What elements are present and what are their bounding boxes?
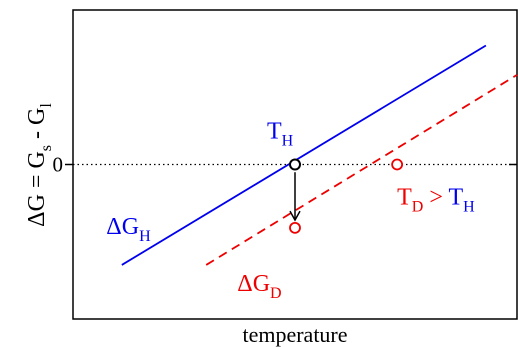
series-label-delta-g-h-sub: H [139, 228, 151, 245]
annotation-t-h-sub: H [282, 133, 294, 150]
annotation-t-d-sub: D [412, 199, 424, 216]
series-label-delta-g-d-base: ΔG [237, 271, 270, 297]
y-axis-label-sub-l: l [38, 103, 55, 108]
series-label-delta-g-h-base: ΔG [106, 214, 139, 240]
annotation-t-h: TH [267, 119, 294, 150]
y-tick-label: 0 [53, 153, 64, 177]
x-axis-label: temperature [242, 322, 347, 347]
annotation-t-h-sub-2: H [463, 199, 475, 216]
annotation-t-d-gt-t-h: TD > TH [397, 185, 475, 216]
y-axis-label-mid: - G [24, 108, 50, 145]
y-axis-label-sub-s: s [38, 145, 55, 151]
marker-t-d [391, 158, 404, 171]
marker-t-h [289, 158, 301, 171]
series-label-delta-g-h: ΔGH [106, 214, 151, 245]
y-axis-label: ΔG = Gs - Gl [24, 103, 55, 227]
series-label-delta-g-d-sub: D [270, 285, 282, 302]
series-label-delta-g-d: ΔGD [237, 271, 281, 302]
y-axis-label-group: ΔG = Gs - Gl [24, 103, 55, 227]
annotation-t-h-base: T [267, 119, 282, 145]
y-axis-label-prefix: ΔG = G [24, 151, 50, 227]
series-line-delta-g-h [121, 44, 487, 266]
plot-area: 0 TH TD > TH ΔGH ΔGD [53, 9, 518, 320]
series-line-delta-g-d [205, 74, 518, 266]
annotation-t-h-base-2: T [448, 185, 463, 211]
marker-drop-point [289, 221, 301, 234]
annotation-greater-than: > [423, 185, 448, 211]
annotation-t-d-base: T [397, 185, 412, 211]
arrow-head [289, 210, 301, 222]
